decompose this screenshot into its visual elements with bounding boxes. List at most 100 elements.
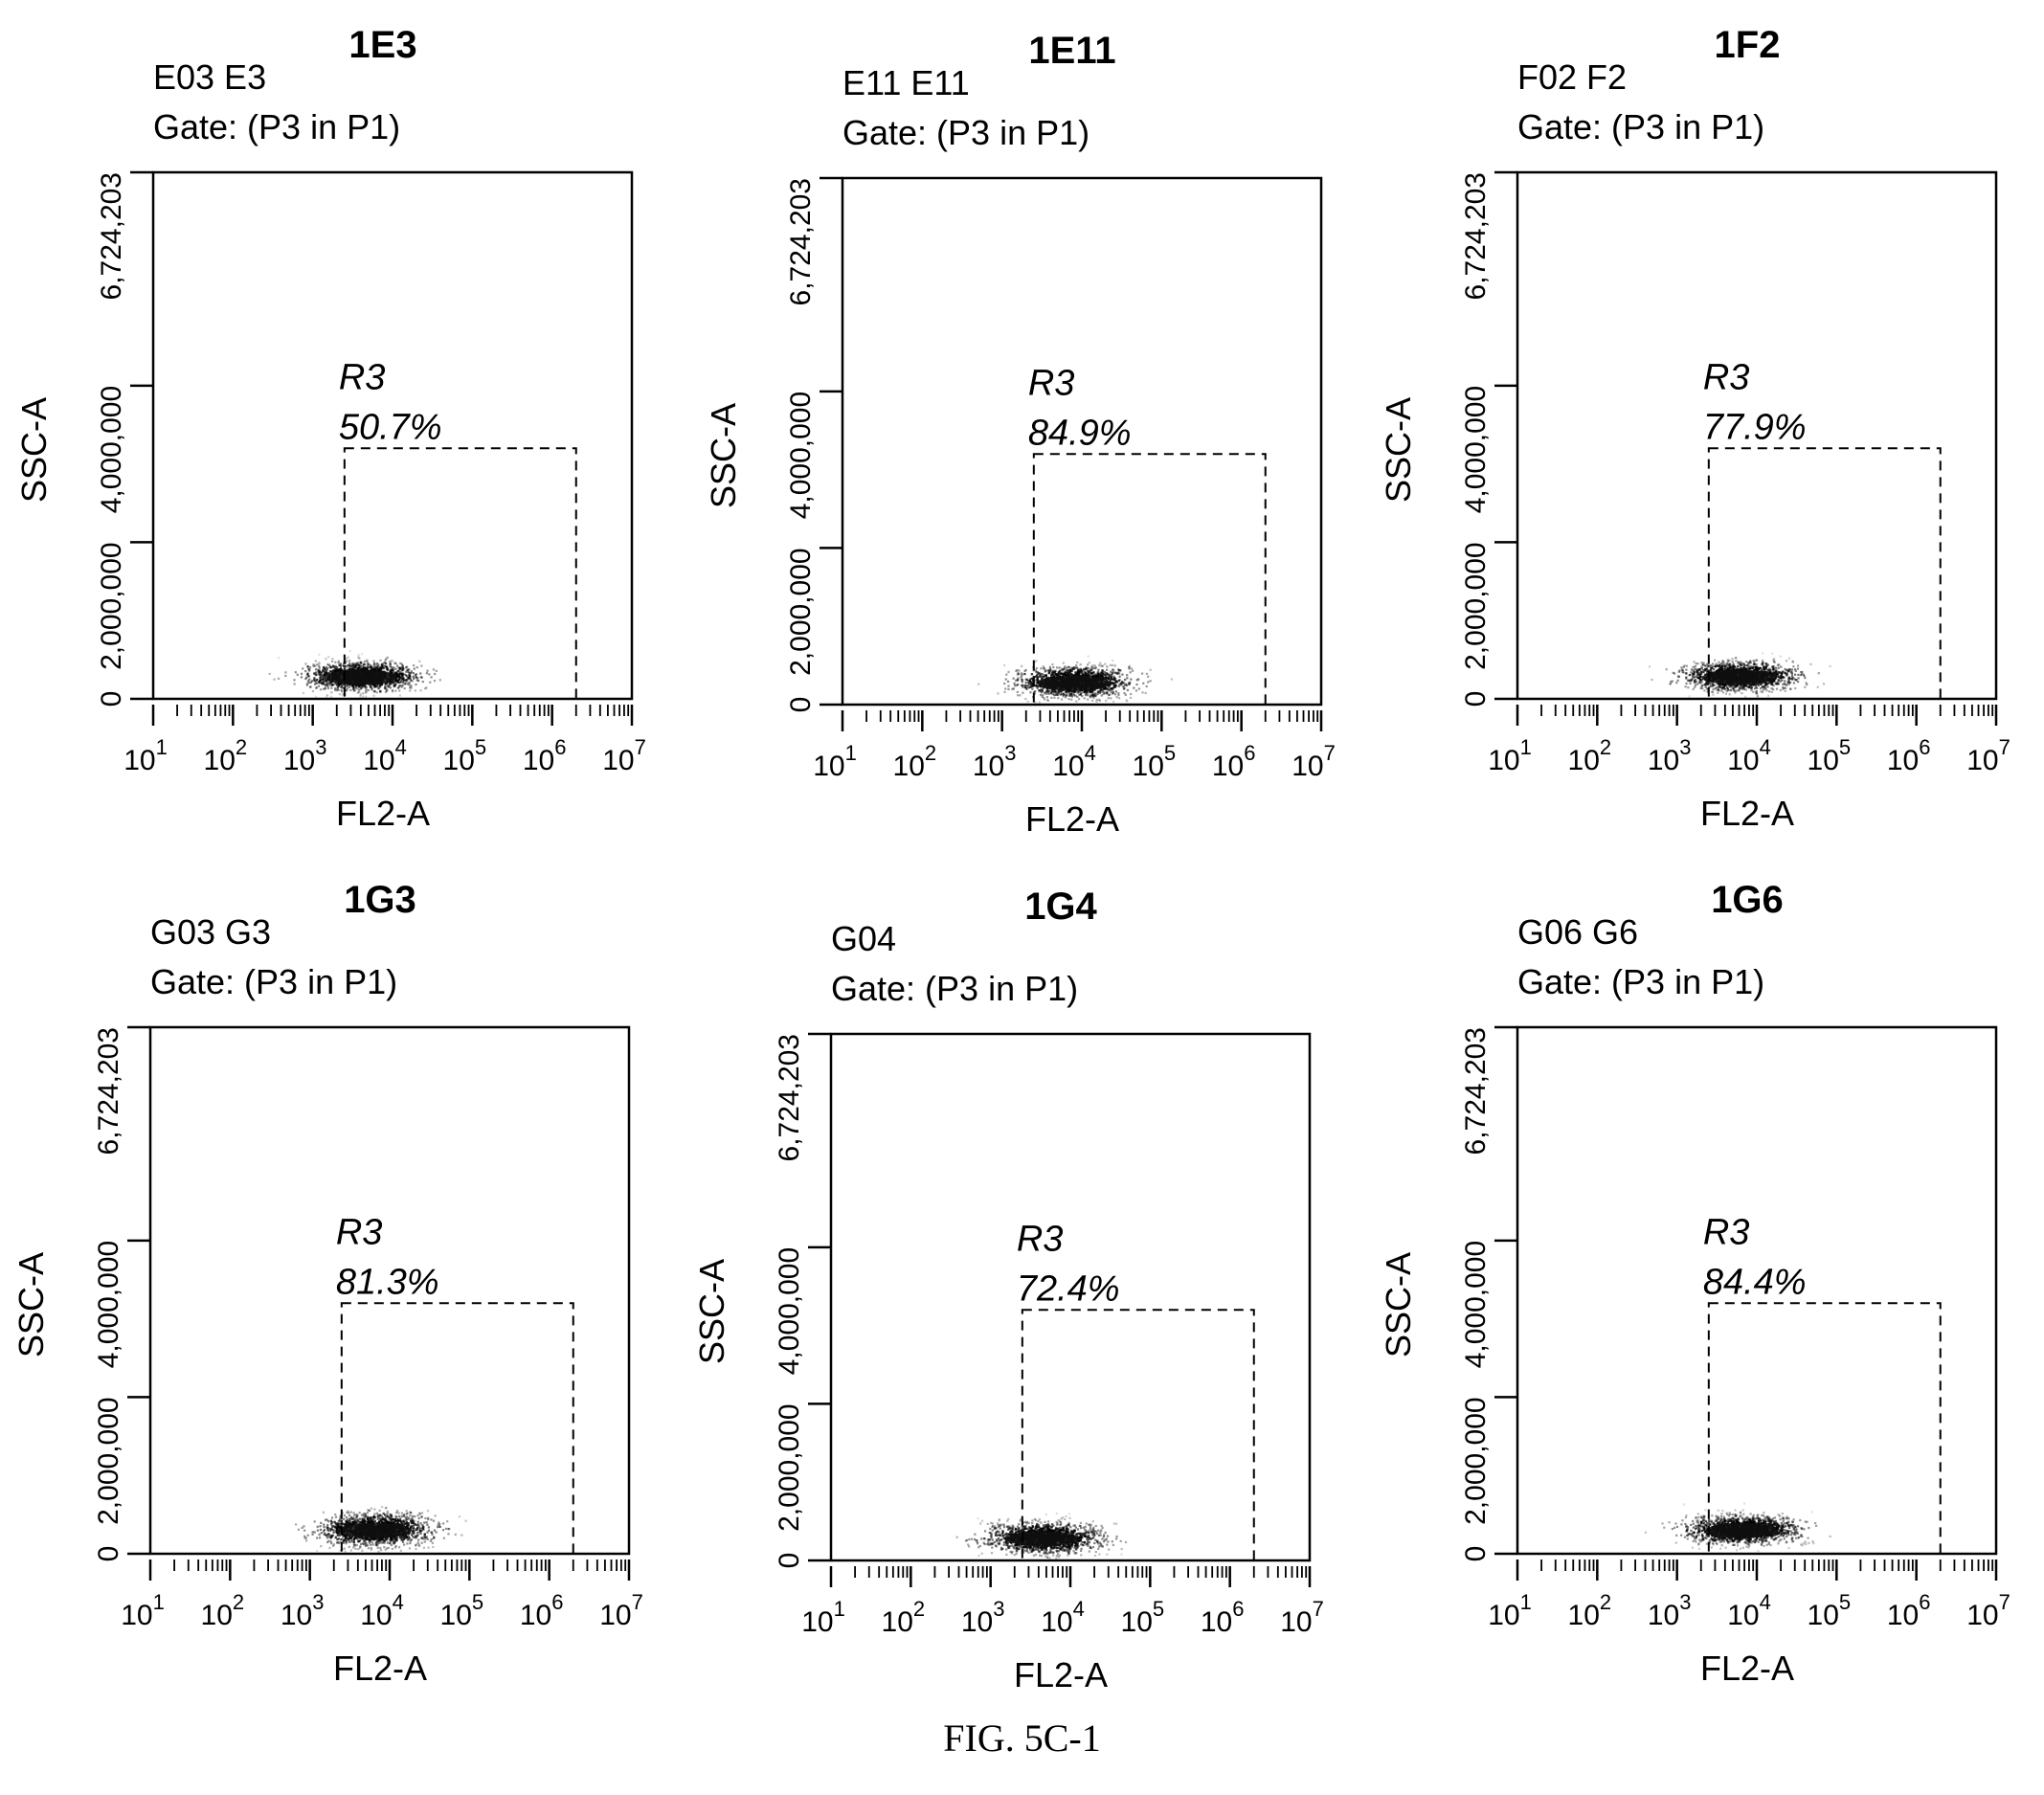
gate-region-r3 bbox=[343, 447, 577, 700]
event-point bbox=[1063, 673, 1066, 676]
event-point bbox=[1092, 693, 1095, 696]
event-point bbox=[1101, 676, 1104, 679]
event-point bbox=[1678, 669, 1681, 672]
event-point bbox=[1066, 666, 1068, 669]
event-point bbox=[1027, 679, 1030, 682]
event-point bbox=[1026, 700, 1029, 703]
event-point bbox=[1017, 671, 1020, 675]
event-point bbox=[403, 1523, 406, 1526]
event-point bbox=[424, 1537, 427, 1540]
event-point bbox=[352, 662, 355, 666]
y-tick-label: 4,000,000 bbox=[96, 386, 127, 513]
event-point bbox=[1035, 675, 1038, 678]
event-point bbox=[1126, 700, 1129, 703]
event-point bbox=[406, 675, 409, 678]
event-point bbox=[1125, 699, 1128, 702]
event-point bbox=[1007, 684, 1010, 687]
event-point bbox=[1780, 665, 1783, 668]
event-point bbox=[1696, 662, 1699, 665]
event-point bbox=[385, 687, 388, 690]
event-point bbox=[1095, 700, 1098, 703]
event-point bbox=[1112, 682, 1114, 684]
event-point bbox=[1719, 685, 1722, 689]
event-point bbox=[1791, 675, 1794, 678]
event-point bbox=[307, 669, 311, 672]
event-point bbox=[322, 668, 325, 671]
event-point bbox=[1797, 677, 1800, 680]
event-point bbox=[1793, 678, 1796, 681]
event-point bbox=[1733, 667, 1736, 670]
event-point bbox=[371, 687, 373, 690]
event-point bbox=[348, 1512, 350, 1515]
event-point bbox=[1731, 668, 1734, 671]
event-point bbox=[1720, 662, 1723, 665]
event-point bbox=[1692, 671, 1696, 674]
event-point bbox=[1037, 680, 1040, 683]
event-point bbox=[1649, 665, 1651, 668]
event-point bbox=[1080, 692, 1083, 695]
event-point bbox=[1135, 683, 1138, 686]
event-point bbox=[1123, 686, 1126, 689]
event-point bbox=[1688, 674, 1691, 677]
event-point bbox=[1128, 664, 1131, 667]
event-point bbox=[367, 663, 370, 666]
event-point bbox=[1083, 674, 1086, 677]
event-point bbox=[1042, 690, 1044, 693]
event-point bbox=[1032, 669, 1035, 672]
event-point bbox=[1046, 699, 1049, 702]
x-tick-label: 105 bbox=[443, 735, 487, 776]
event-point bbox=[1707, 664, 1710, 667]
event-point bbox=[1105, 686, 1108, 689]
event-point bbox=[1114, 681, 1117, 684]
event-point bbox=[1065, 674, 1067, 677]
event-point bbox=[313, 1520, 316, 1523]
event-point bbox=[1675, 682, 1678, 684]
event-point bbox=[425, 1536, 428, 1538]
event-point bbox=[348, 659, 351, 662]
event-point bbox=[300, 672, 303, 675]
event-point bbox=[319, 688, 323, 691]
event-point bbox=[319, 678, 322, 681]
event-point bbox=[362, 662, 365, 665]
event-point bbox=[1776, 683, 1779, 685]
event-point bbox=[1762, 662, 1764, 664]
event-point bbox=[322, 687, 325, 690]
event-point bbox=[348, 664, 351, 667]
event-point bbox=[318, 662, 321, 664]
event-point bbox=[359, 693, 362, 696]
event-point bbox=[314, 695, 318, 698]
event-point bbox=[1067, 673, 1070, 676]
event-point bbox=[326, 669, 328, 672]
event-point bbox=[1726, 686, 1729, 689]
x-tick-label: 104 bbox=[1727, 735, 1771, 776]
event-point bbox=[1041, 673, 1044, 676]
x-tick-label: 101 bbox=[813, 741, 857, 782]
event-point bbox=[1004, 687, 1007, 690]
event-point bbox=[1062, 695, 1065, 698]
x-tick-label: 105 bbox=[1133, 741, 1177, 782]
event-point bbox=[1711, 662, 1715, 665]
event-point bbox=[327, 663, 330, 666]
event-point bbox=[1779, 688, 1782, 692]
event-point bbox=[1045, 676, 1048, 679]
event-point bbox=[1688, 679, 1691, 682]
event-point bbox=[1742, 664, 1745, 667]
event-point bbox=[403, 687, 406, 690]
event-point bbox=[1022, 691, 1024, 694]
event-point bbox=[1755, 689, 1758, 692]
event-point bbox=[338, 683, 342, 685]
event-point bbox=[1113, 693, 1117, 696]
event-point bbox=[345, 684, 348, 687]
event-point bbox=[1738, 662, 1741, 664]
event-point bbox=[1680, 666, 1683, 669]
event-point bbox=[1040, 677, 1044, 680]
x-tick-label: 102 bbox=[204, 735, 248, 776]
event-point bbox=[1693, 673, 1696, 676]
event-point bbox=[306, 683, 309, 685]
x-tick-base: 10 bbox=[1568, 745, 1600, 776]
event-point bbox=[1777, 673, 1780, 676]
event-point bbox=[425, 686, 428, 689]
event-point bbox=[389, 662, 392, 665]
event-point bbox=[1718, 665, 1721, 668]
x-tick-base: 10 bbox=[124, 745, 155, 776]
